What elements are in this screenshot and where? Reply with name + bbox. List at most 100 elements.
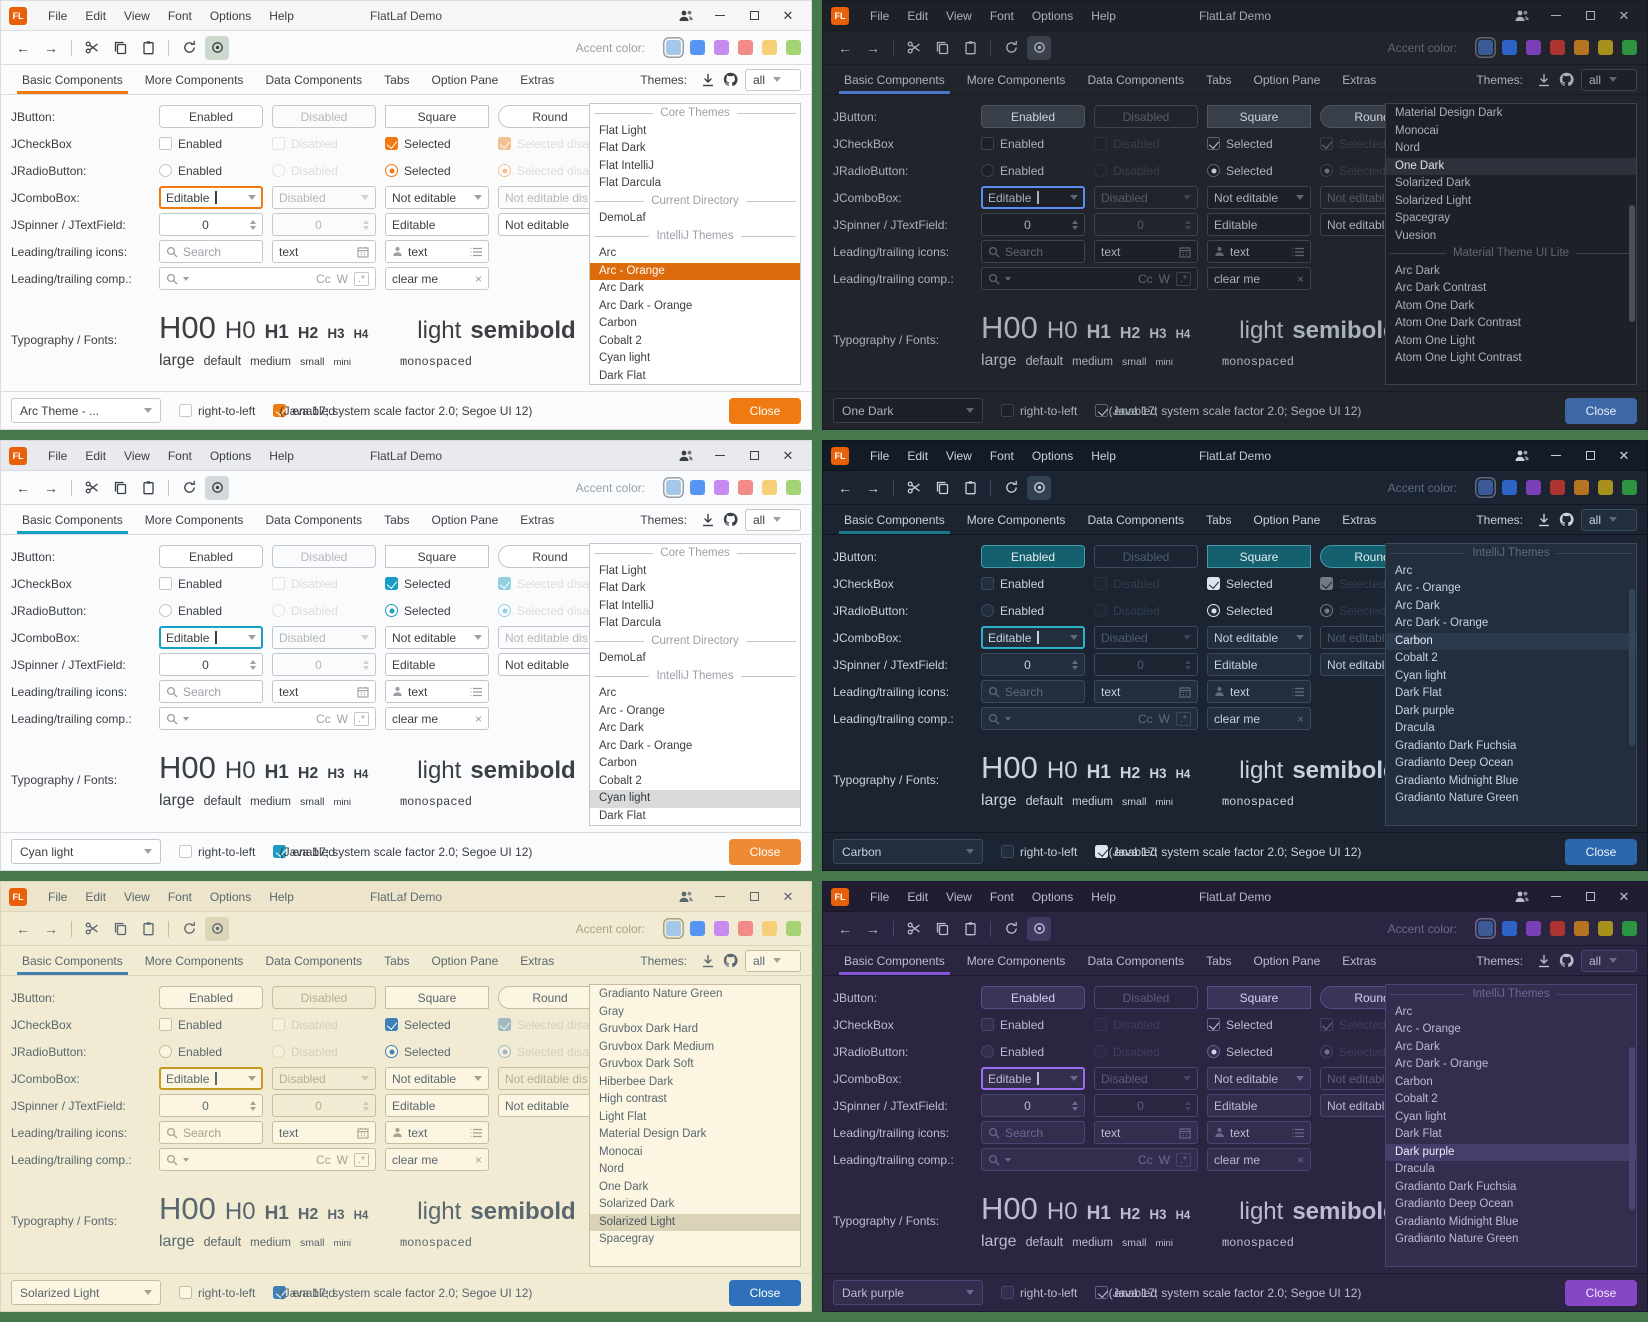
download-icon[interactable] — [1533, 509, 1555, 531]
radio-selected[interactable]: Selected — [385, 164, 451, 178]
themes-list-item[interactable]: Dark Flat — [1395, 687, 1442, 699]
theme-combobox[interactable]: Dark purple — [833, 1280, 983, 1305]
clearable-input[interactable]: clear me × — [385, 1148, 489, 1171]
clearable-input[interactable]: clear me × — [1207, 1148, 1311, 1171]
theme-combobox[interactable]: Arc Theme - ... — [11, 398, 161, 423]
accent-color-swatch[interactable] — [1478, 40, 1493, 55]
menubar-item[interactable]: Help — [1091, 448, 1116, 463]
accent-color-swatch[interactable] — [1574, 480, 1589, 495]
themes-list-item[interactable]: Gradianto Deep Ocean — [1395, 1198, 1514, 1210]
themes-list-item[interactable]: Dark Flat — [599, 369, 646, 382]
scrollbar-thumb[interactable] — [1629, 588, 1635, 747]
whole-word-button[interactable]: W — [1158, 1152, 1170, 1167]
github-icon[interactable] — [719, 69, 741, 91]
search-input[interactable]: Search — [159, 680, 263, 703]
github-icon[interactable] — [719, 509, 741, 531]
tab[interactable]: Tabs — [384, 513, 410, 527]
accent-color-swatch[interactable] — [666, 40, 681, 55]
enabled-button[interactable]: Enabled — [159, 545, 263, 568]
themes-list-item[interactable]: Gruvbox Dark Medium — [599, 1040, 715, 1053]
tab[interactable]: More Components — [966, 73, 1066, 87]
theme-combobox[interactable]: Cyan light — [11, 839, 161, 864]
show-hover-toggle-eye-icon[interactable] — [205, 35, 229, 60]
round-button[interactable]: Round — [498, 986, 602, 1009]
accent-color-swatch[interactable] — [738, 921, 753, 936]
accent-color-swatch[interactable] — [1550, 480, 1565, 495]
themes-list-item[interactable]: Flat IntelliJ — [599, 159, 654, 172]
enabled-checkbox[interactable]: enabled — [273, 1286, 335, 1300]
minimize-button[interactable] — [1541, 444, 1571, 468]
users-icon[interactable] — [1507, 885, 1537, 909]
enabled-button[interactable]: Enabled — [981, 986, 1085, 1009]
search-options-input[interactable]: Cc W .* — [981, 1148, 1198, 1171]
accent-color-swatch[interactable] — [690, 480, 705, 495]
tab[interactable]: Data Components — [1087, 73, 1185, 87]
themes-list-item[interactable]: Material Design Dark — [1395, 107, 1503, 119]
themes-list-item[interactable]: Gradianto Midnight Blue — [1395, 1215, 1519, 1228]
menubar-item[interactable]: File — [870, 448, 890, 463]
themes-list-item[interactable]: Gradianto Nature Green — [599, 988, 723, 1000]
refresh-icon[interactable] — [999, 476, 1023, 500]
menubar-item[interactable]: Options — [1031, 8, 1074, 23]
themes-list-item[interactable]: Dracula — [1395, 1163, 1435, 1175]
tab[interactable]: Option Pane — [431, 513, 499, 527]
clearable-input[interactable]: clear me × — [1207, 707, 1311, 730]
maximize-button[interactable] — [739, 444, 769, 468]
themes-filter-combobox[interactable]: all — [1581, 508, 1637, 531]
accent-color-swatch[interactable] — [1550, 40, 1565, 55]
themes-list-item[interactable]: Dark Flat — [599, 809, 646, 822]
cut-icon[interactable] — [80, 476, 104, 500]
close-window-button[interactable]: ✕ — [1618, 8, 1630, 23]
tab[interactable]: Basic Components — [833, 954, 956, 975]
close-button[interactable]: Close — [1565, 838, 1637, 865]
menubar-item[interactable]: View — [124, 8, 150, 23]
right-to-left-checkbox[interactable]: right-to-left — [179, 404, 255, 418]
textfield-editable[interactable]: Editable — [1207, 213, 1311, 236]
textfield-editable[interactable]: Editable — [385, 213, 489, 236]
back-button[interactable]: ← — [16, 39, 30, 56]
users-icon[interactable] — [671, 444, 701, 468]
combobox-editable[interactable]: Editable — [981, 1067, 1085, 1090]
radio-enabled[interactable]: Enabled — [981, 604, 1044, 618]
combobox-not-editable[interactable]: Not editable — [385, 1067, 489, 1090]
date-input[interactable]: text — [272, 240, 376, 263]
refresh-icon[interactable] — [177, 476, 201, 500]
menubar-item[interactable]: View — [946, 8, 972, 23]
themes-list-item[interactable]: Current Directory — [590, 193, 800, 211]
themes-list-item[interactable]: Atom One Dark — [1395, 299, 1475, 312]
cut-icon[interactable] — [80, 917, 104, 941]
menubar-item[interactable]: View — [946, 448, 972, 463]
themes-list-item[interactable]: Gruvbox Dark Soft — [599, 1058, 694, 1070]
accent-color-swatch[interactable] — [738, 40, 753, 55]
forward-button[interactable]: → — [866, 39, 880, 56]
copy-icon[interactable] — [108, 476, 132, 500]
right-to-left-checkbox[interactable]: right-to-left — [1001, 845, 1077, 859]
clearable-input[interactable]: clear me × — [385, 707, 489, 730]
spinner[interactable]: 0 — [981, 653, 1085, 676]
date-input[interactable]: text — [1094, 680, 1198, 703]
users-icon[interactable] — [1507, 444, 1537, 468]
themes-list-item[interactable]: Arc - Orange — [599, 704, 665, 717]
accent-color-swatch[interactable] — [666, 921, 681, 936]
radio-selected[interactable]: Selected — [385, 604, 451, 618]
theme-combobox[interactable]: Carbon — [833, 839, 983, 864]
themes-list-item[interactable]: Gradianto Midnight Blue — [1395, 774, 1519, 787]
clear-icon[interactable]: × — [474, 1152, 482, 1167]
checkbox-selected[interactable]: Selected — [385, 577, 451, 591]
tab[interactable]: More Components — [144, 513, 244, 527]
whole-word-button[interactable]: W — [336, 711, 348, 726]
accent-color-swatch[interactable] — [666, 480, 681, 495]
enabled-checkbox[interactable]: enabled — [1095, 1286, 1157, 1300]
themes-list-item[interactable]: Flat Darcula — [599, 177, 661, 189]
maximize-button[interactable] — [1575, 4, 1605, 28]
minimize-button[interactable] — [705, 4, 735, 28]
close-window-button[interactable]: ✕ — [1618, 448, 1630, 463]
themes-list-item[interactable]: Gradianto Dark Fuchsia — [1395, 739, 1517, 752]
combobox-not-editable[interactable]: Not editable — [385, 626, 489, 649]
themes-list-item[interactable]: Arc — [1395, 1005, 1413, 1018]
scrollbar-thumb[interactable] — [1629, 204, 1635, 323]
menubar-item[interactable]: Font — [989, 8, 1014, 23]
square-button[interactable]: Square — [385, 986, 489, 1009]
user-text-input[interactable]: text — [385, 1121, 489, 1144]
radio-enabled[interactable]: Enabled — [981, 164, 1044, 178]
